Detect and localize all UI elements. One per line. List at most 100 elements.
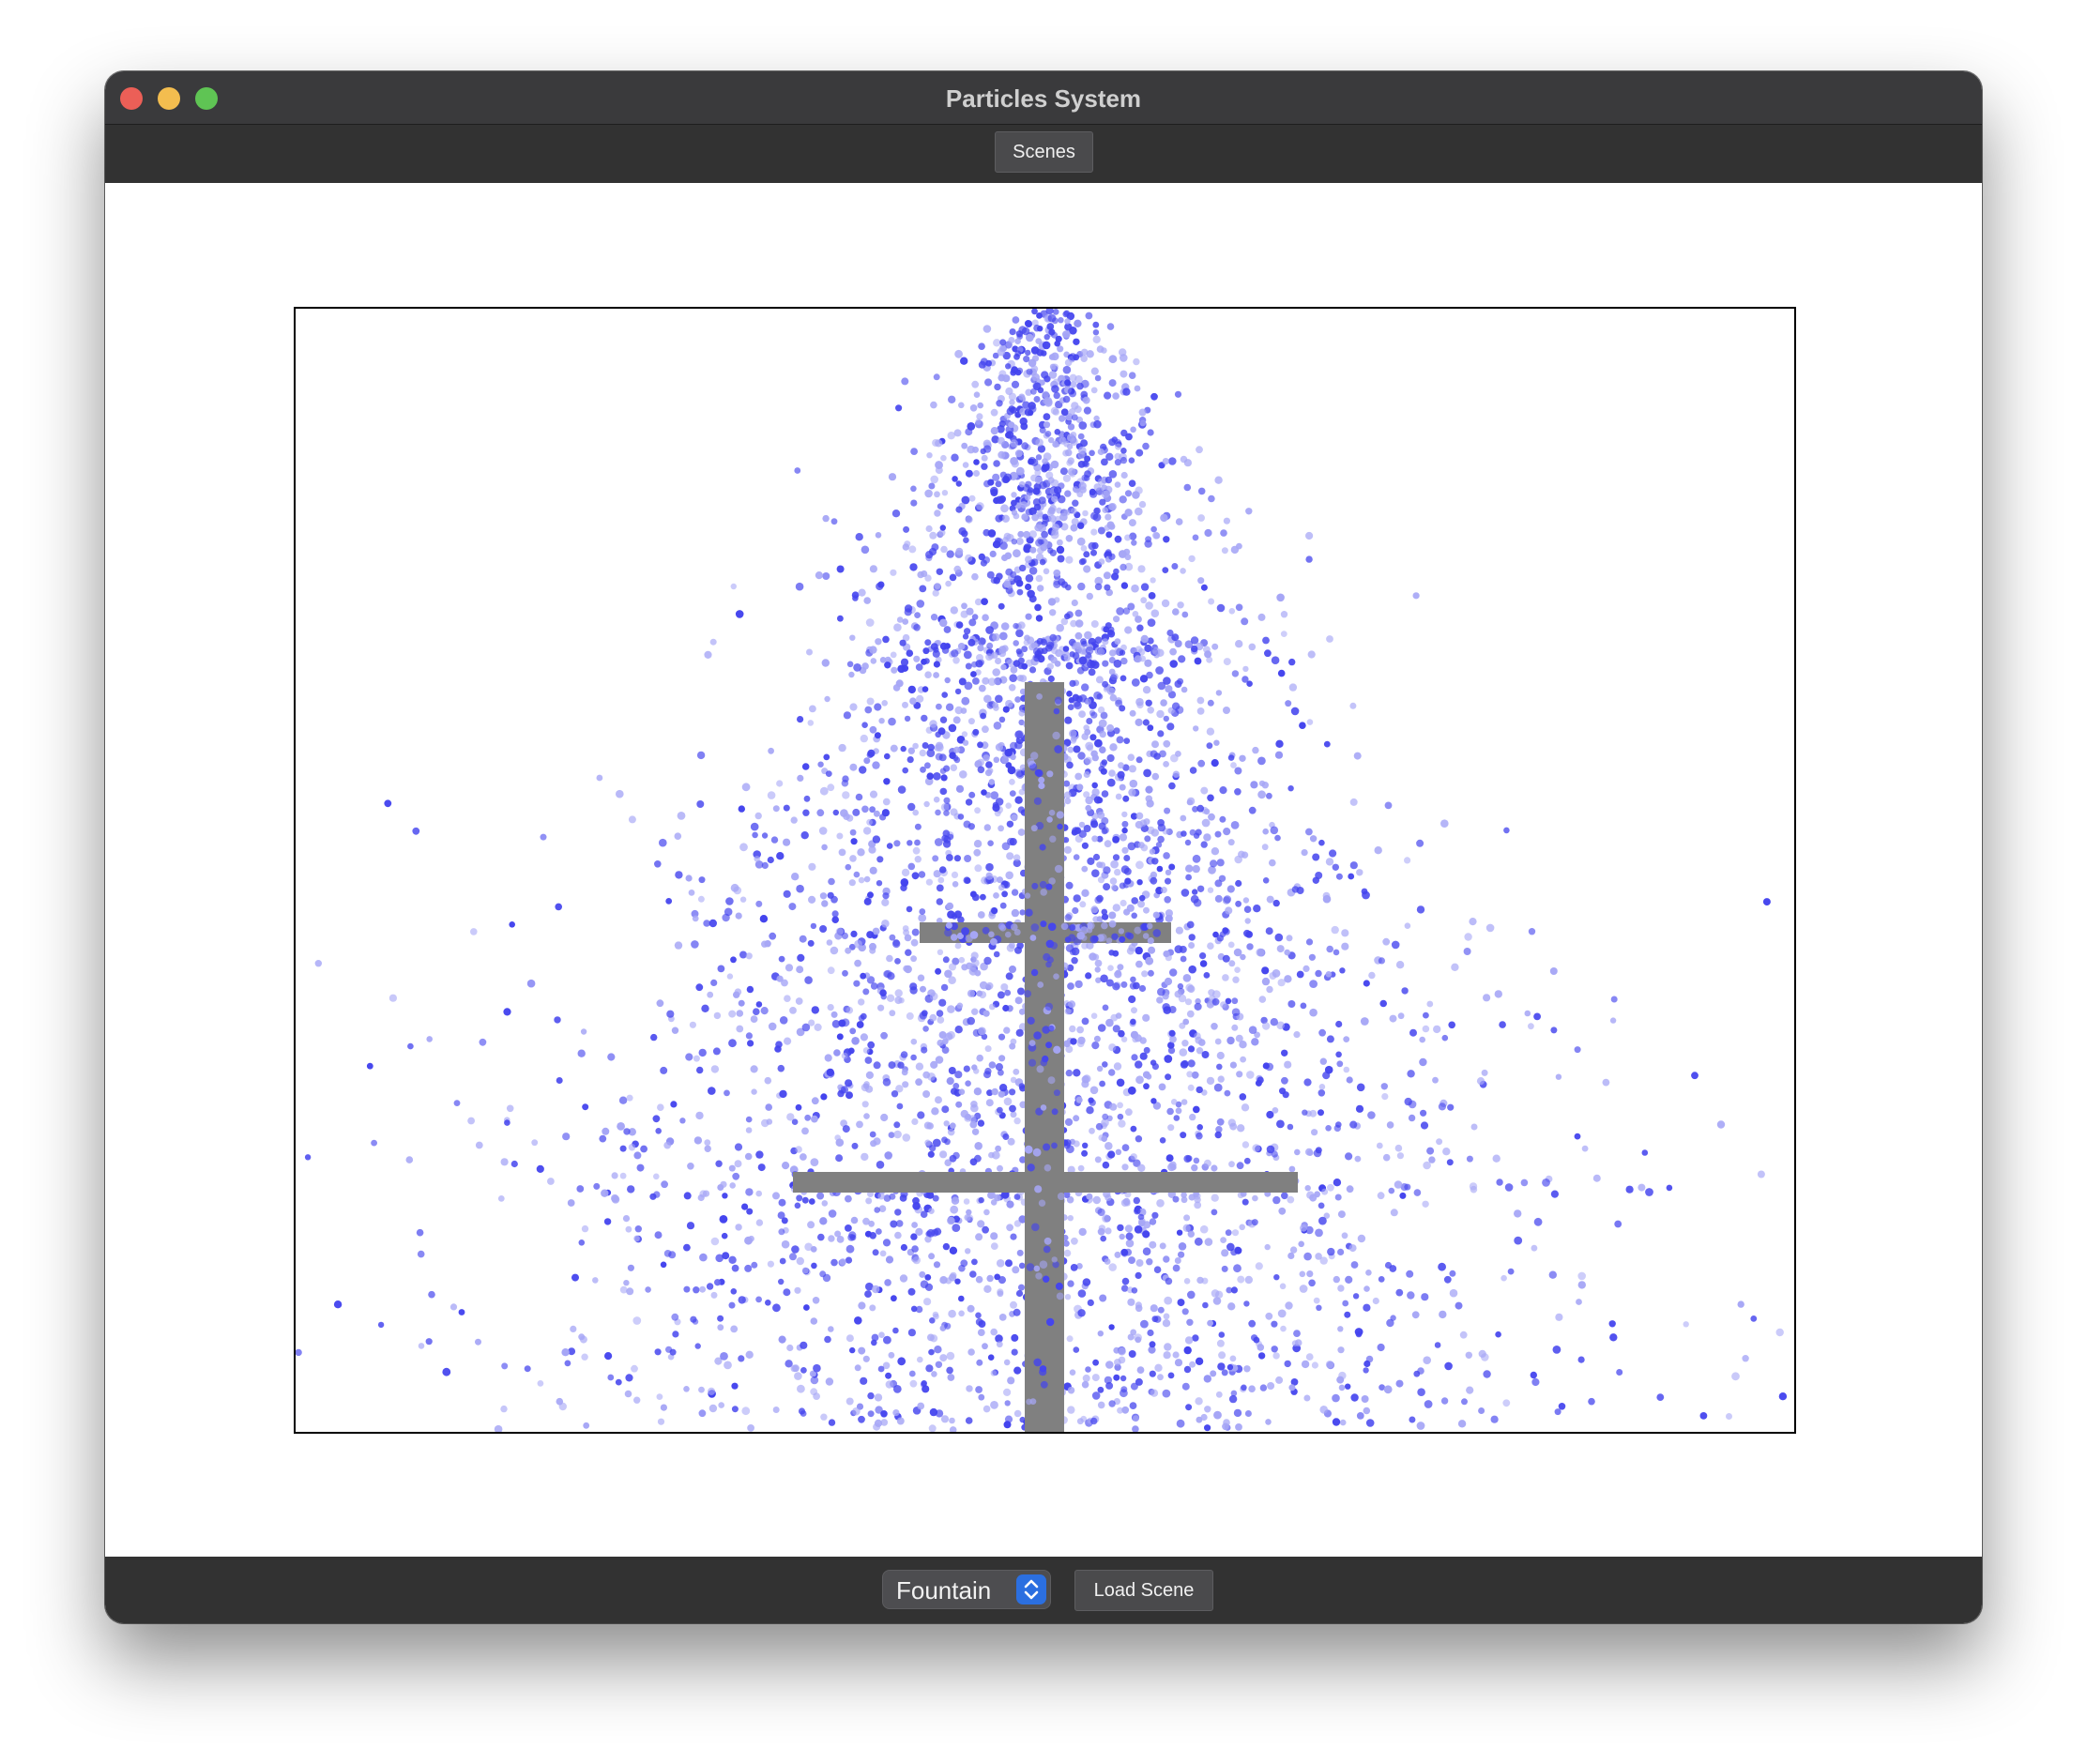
particle	[1379, 1384, 1385, 1391]
particle	[994, 1194, 1001, 1202]
particle	[820, 1413, 828, 1421]
particle	[1153, 1266, 1162, 1273]
particle	[1311, 1361, 1318, 1369]
particle	[1135, 1259, 1144, 1267]
particle	[1108, 379, 1117, 388]
particle	[816, 1192, 825, 1200]
particle	[1046, 662, 1054, 670]
particle	[1057, 823, 1063, 830]
particle	[1222, 954, 1230, 963]
particle	[1019, 564, 1027, 572]
particle	[1234, 767, 1242, 775]
particle	[1306, 1270, 1314, 1278]
minimize-window-button[interactable]	[158, 87, 180, 110]
simulation-canvas[interactable]	[294, 307, 1796, 1434]
particle	[961, 530, 968, 538]
title-bar[interactable]: Particles System	[105, 71, 1982, 125]
particle	[934, 509, 941, 517]
particle	[978, 1026, 986, 1036]
particle	[1204, 1238, 1213, 1246]
particle	[669, 1348, 677, 1356]
particle	[1150, 609, 1160, 617]
particle	[920, 1210, 928, 1218]
particle	[1164, 1055, 1173, 1063]
particle	[1130, 426, 1136, 433]
particle	[596, 774, 603, 782]
particle	[842, 791, 850, 799]
particle	[500, 1158, 509, 1166]
particle	[724, 907, 733, 917]
load-scene-button[interactable]: Load Scene	[1074, 1570, 1213, 1611]
zoom-window-button[interactable]	[195, 87, 218, 110]
particle	[615, 1378, 622, 1386]
particle	[1077, 582, 1086, 591]
particle	[926, 452, 933, 459]
particle	[895, 679, 904, 688]
particle	[1240, 1056, 1246, 1063]
particle	[1005, 972, 1013, 981]
particle	[778, 1278, 785, 1285]
particle	[1214, 1131, 1222, 1139]
particle	[929, 1145, 937, 1152]
particle	[1234, 1246, 1242, 1255]
particle	[1064, 1294, 1072, 1300]
particle	[976, 502, 984, 510]
particle	[1131, 1287, 1138, 1294]
particle	[1042, 390, 1049, 399]
particle	[1117, 1407, 1124, 1414]
particle	[783, 804, 790, 812]
particle	[660, 1261, 667, 1269]
particle	[849, 855, 857, 862]
particle	[1034, 469, 1042, 477]
particle	[1010, 1076, 1017, 1084]
scene-select[interactable]: Fountain	[882, 1570, 1051, 1609]
particle	[790, 1364, 799, 1373]
particle	[913, 655, 921, 662]
particle	[1075, 1096, 1083, 1103]
particle	[998, 1084, 1008, 1092]
particle	[921, 1046, 928, 1054]
particle	[1231, 1229, 1240, 1237]
particle	[720, 1180, 727, 1188]
particle	[1002, 1004, 1010, 1012]
particle	[1047, 477, 1055, 484]
particle	[1083, 771, 1090, 778]
particle	[884, 662, 891, 669]
particle	[1395, 1288, 1404, 1297]
scenes-button[interactable]: Scenes	[995, 131, 1093, 173]
particle	[902, 618, 909, 625]
particle	[1206, 1000, 1214, 1009]
particle	[904, 934, 912, 942]
particle	[1113, 1374, 1120, 1381]
particle	[1175, 518, 1183, 525]
particle	[1309, 1109, 1318, 1118]
particle	[1252, 1144, 1260, 1152]
particle	[1074, 319, 1082, 327]
particle	[1083, 406, 1091, 415]
particle	[1325, 971, 1333, 978]
particle	[1016, 1249, 1024, 1256]
particle	[1021, 662, 1028, 670]
particle	[895, 1085, 904, 1093]
particle	[963, 650, 972, 660]
particle	[1010, 1038, 1017, 1045]
close-window-button[interactable]	[120, 87, 143, 110]
particle	[845, 1079, 853, 1087]
particle	[947, 1374, 955, 1381]
particle	[834, 1230, 842, 1238]
particle	[822, 514, 830, 523]
particle	[1024, 494, 1031, 501]
particle	[1183, 1214, 1191, 1222]
particle	[1423, 1161, 1431, 1170]
particle	[1069, 408, 1075, 416]
particle	[1378, 957, 1385, 965]
particle	[1191, 1071, 1199, 1079]
particle	[704, 1139, 711, 1147]
particle	[819, 1217, 828, 1225]
particle	[1071, 414, 1078, 421]
particle	[731, 1264, 739, 1272]
particle	[1015, 1028, 1024, 1037]
particle	[1088, 668, 1096, 677]
particle	[1470, 1123, 1478, 1131]
particle	[1242, 1141, 1250, 1148]
